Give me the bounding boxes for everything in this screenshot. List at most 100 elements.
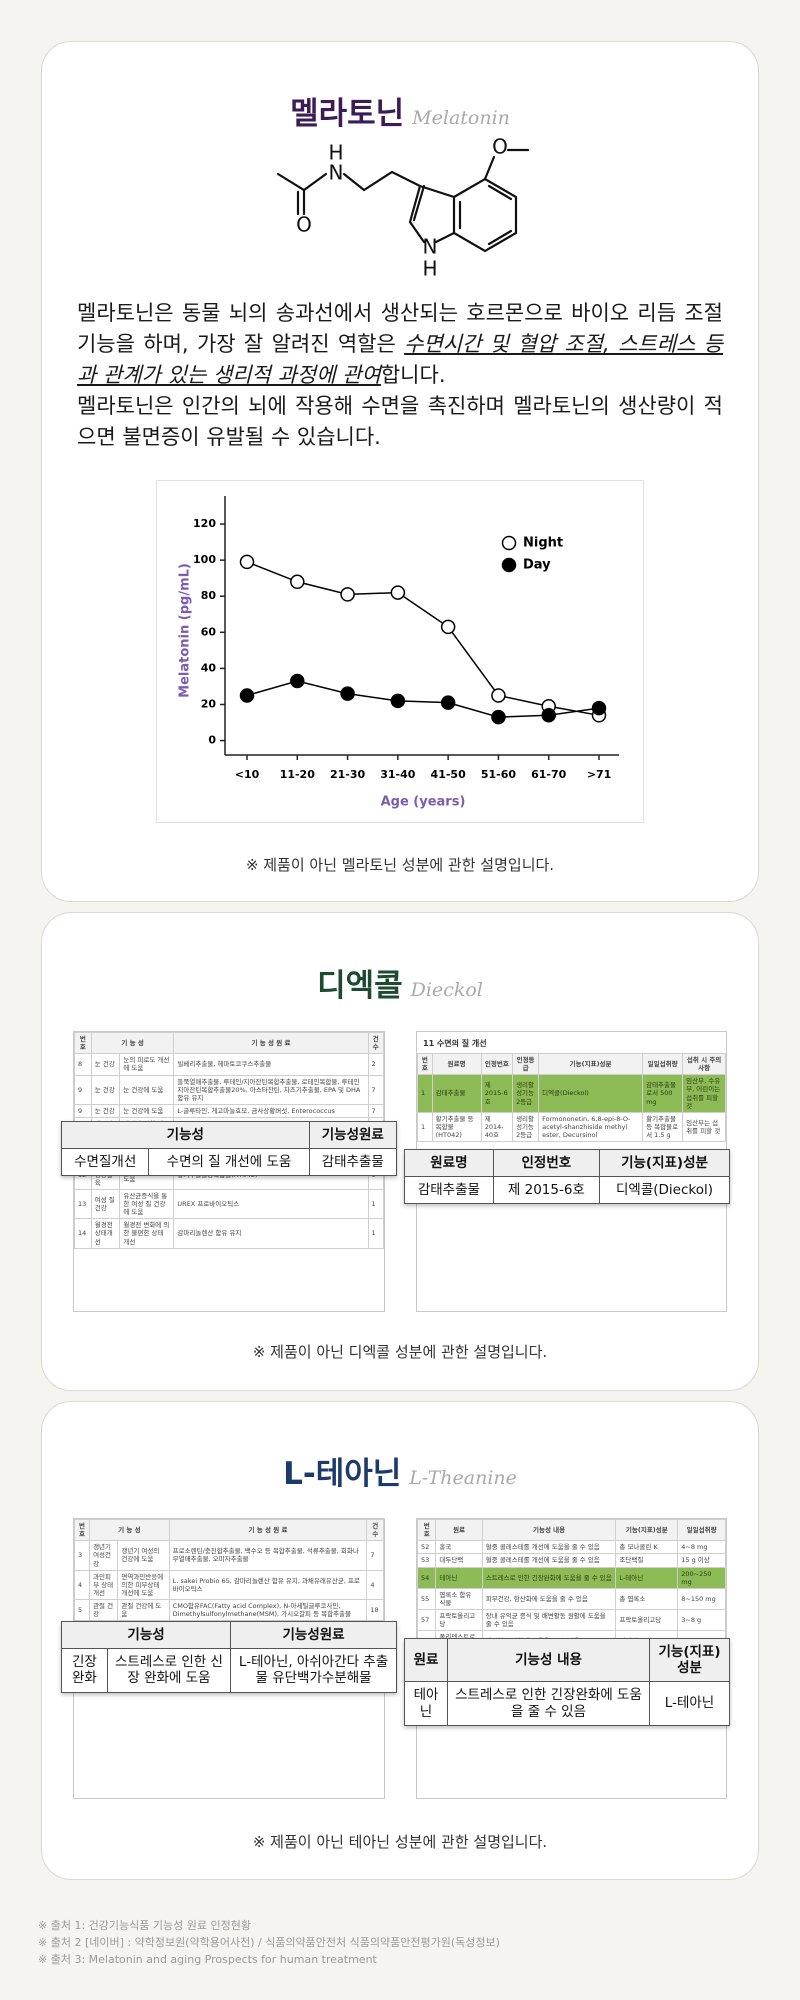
doc-cell: 대두단백 — [435, 1553, 483, 1568]
doc-header-cell: 원료명 — [431, 1052, 482, 1076]
doc-cell: 홍국 — [435, 1540, 483, 1555]
doc-header-cell: 기능(지표)성분 — [538, 1052, 644, 1076]
emphasis: 수면시간 및 혈압 조절, 스트레스 등과 관계가 있는 생리적 과정에 관여 — [77, 332, 723, 387]
doc-cell: 총 엽록소 — [615, 1587, 679, 1611]
doc-cell: 14 — [74, 1218, 92, 1249]
source: ※ 출처 2 [네이버] : 약학정보원(약학용어사전) / 식품의약품안전처 … — [38, 1936, 500, 1949]
y-tick-label: 0 — [208, 734, 216, 747]
y-tick-label: 40 — [201, 661, 217, 674]
doc-cell: 생리활성기능 2등급 — [512, 1111, 540, 1143]
doc-cell: 관절 건강 — [89, 1598, 119, 1622]
doc-cell: 8 — [74, 1053, 92, 1076]
doc-cell: 프로소렌틴/충진합추출물, 백수오 등 복합추출물, 석류추출물, 회화나무열매… — [168, 1540, 368, 1571]
doc-header-cell: 일일섭취량 — [642, 1052, 684, 1076]
atom-label: O — [492, 135, 508, 159]
overlay-cell: 감태추출물 — [308, 1148, 398, 1177]
doc-cell: L-테아닌 — [615, 1566, 679, 1589]
chart-frame: 0 20 40 60 80 100 120 <10 11-20 21-30 31-40 41-50 51… — [156, 480, 644, 823]
text: 멜라토닌은 동물 뇌의 송과선에서 생산되는 호르몬으로 바이오 리듬 조절 기… — [77, 301, 723, 356]
doc-cell: 18 — [366, 1598, 384, 1622]
doc-header-cell: 섭취 시 주의사항 — [682, 1052, 726, 1076]
doc-row: 14 월경전 상태개선 월경전 변화에 의한 불편한 상태 개선 감마리놀렌산 함유 … — [74, 1218, 385, 1249]
title: 디엑콜 — [317, 968, 403, 1004]
overlay-cell: 스트레스로 인한 긴장완화에 도움을 줄 수 있음 — [447, 1681, 651, 1726]
overlay-table: 원료명 인정번호 기능(지표)성분 감태추출물 제 2015-6호 디엑콜(Dieckol… — [404, 1148, 730, 1205]
doc-cell: UREX 프로바이오틱스 — [173, 1188, 369, 1220]
doc-cell: 1 — [417, 1111, 433, 1143]
overlay-cell: 제 2015-6호 — [492, 1176, 601, 1205]
doc-header-cell: 번호 — [416, 1518, 437, 1542]
doc-header-row: 번호 원료명 인정번호 인정등급 기능(지표)성분 일일섭취량 섭취 시 주의사항 — [417, 1052, 726, 1076]
data-point — [491, 709, 506, 725]
x-tick-label: 31-40 — [380, 768, 416, 781]
doc-cell: 눈 건강에 도움 — [119, 1103, 175, 1119]
doc-cell: 55 — [416, 1587, 437, 1611]
doc-cell: 눈 건강 — [90, 1074, 121, 1105]
series-line — [246, 680, 600, 718]
doc-cell: 57 — [416, 1608, 437, 1632]
overlay-header-cell: 기능(지표)성분 — [599, 1148, 730, 1178]
overlay-table: 기능성 기능성원료 수면질개선 수면의 질 개선에 도움 감태추출물 — [60, 1120, 398, 1177]
doc-row: 57 프락토올리고당 장내 유익균 증식 및 배변활동 원활에 도움을 줄 수 있음… — [416, 1608, 726, 1632]
overlay-row: 긴장완화 스트레스로 인한 신장 완화에 도움 L-테아닌, 아쉬아간다 추출물 유… — [61, 1648, 397, 1693]
doc-cell: 9 — [74, 1103, 92, 1119]
doc-table: 번호 원료명 인정번호 인정등급 기능(지표)성분 일일섭취량 섭취 시 주의사항 1 감태추출… — [417, 1052, 726, 1143]
y-axis-label: Melatonin (pg/mL) — [178, 563, 193, 698]
data-point — [541, 708, 556, 723]
doc-cell: 눈 건강 — [90, 1103, 121, 1119]
x-axis-label: Age (years) — [381, 795, 466, 810]
title: L-테아닌 — [283, 1456, 402, 1492]
doc-cell: 임산부, 수유부, 어린이는 섭취를 피할 것 — [682, 1074, 726, 1113]
overlay-cell: L-테아닌 — [649, 1681, 730, 1726]
overlay-cell: 스트레스로 인한 신장 완화에 도움 — [106, 1648, 232, 1693]
data-point — [340, 587, 355, 602]
doc-cell: 1 — [367, 1218, 385, 1249]
atom-label: H — [422, 257, 437, 281]
doc-cell: 눈의 피로도 개선에 도움 — [119, 1053, 175, 1076]
doc-cell: 9 — [74, 1074, 92, 1105]
atom-label: N — [423, 235, 438, 259]
legend-marker — [501, 535, 517, 551]
legend-label: Night — [523, 536, 563, 551]
doc-header-cell: 원료 — [435, 1518, 483, 1542]
doc-row: 54 테아닌 스트레스로 인한 긴장완화에 도움을 줄 수 있음 L-테아닌 200~2… — [416, 1566, 726, 1589]
doc-header-cell: 건수 — [367, 1031, 385, 1055]
doc-cell: 엽록소 함유 식물 — [435, 1587, 483, 1611]
legend-marker — [501, 557, 517, 573]
data-point — [340, 686, 355, 701]
series-line — [246, 561, 600, 717]
doc-cell: 13 — [74, 1188, 92, 1220]
y-tick-label: 20 — [201, 697, 217, 710]
doc-cell: 53 — [416, 1553, 437, 1568]
doc-heading: 11 수면의 질 개선 — [423, 1039, 487, 1048]
doc-row: 1 감태추출물 제2015-6호 생리활성기능 2등급 디엑콜(Dieckol) 감태추출… — [417, 1074, 726, 1113]
doc-cell: L. sakei Probio 65, 감마리놀렌산 함유 유지, 과채유래유산… — [168, 1569, 368, 1601]
doc-cell: 피부건강, 항산화에 도움을 줄 수 있음 — [481, 1587, 617, 1611]
doc-header-cell: 인정번호 — [480, 1052, 514, 1076]
doc-cell: 월경전 변화에 의한 불편한 상태 개선 — [119, 1218, 175, 1249]
doc-cell: 1 — [417, 1074, 433, 1113]
overlay-table: 원료 기능성 내용 기능(지표)성분 테아닌 스트레스로 인한 긴장완화에 도움을 줄 … — [403, 1637, 730, 1726]
y-tick-label: 60 — [201, 625, 217, 638]
doc-row: 55 엽록소 함유 식물 피부건강, 항산화에 도움을 줄 수 있음 총 엽록소 8~1… — [416, 1587, 726, 1611]
overlay-header-row: 원료 기능성 내용 기능(지표)성분 — [403, 1637, 730, 1683]
y-tick-label: 120 — [193, 517, 216, 530]
data-point — [290, 673, 305, 689]
doc-cell: 200~250 mg — [677, 1566, 726, 1589]
doc-header-cell: 번호 — [73, 1518, 91, 1542]
doc-row: 4 과민피부 상태개선 면역과민반응에 의한 피부상태 개선에 도움 L. sakei… — [73, 1569, 384, 1601]
doc-header-cell: 기 능 성 — [89, 1518, 170, 1542]
doc-cell: 4 — [73, 1569, 91, 1601]
doc-cell: 감태추출물로서 500 mg — [642, 1074, 684, 1113]
doc-header-cell: 기능성 내용 — [481, 1518, 617, 1542]
doc-cell: 3 — [73, 1540, 91, 1571]
doc-cell: 갱년기 여성건강 — [89, 1540, 119, 1571]
doc-cell: 4 — [366, 1569, 384, 1601]
doc-cell: 제2014-40호 — [480, 1111, 514, 1143]
section-title: 디엑콜 Dieckol — [0, 960, 800, 1005]
